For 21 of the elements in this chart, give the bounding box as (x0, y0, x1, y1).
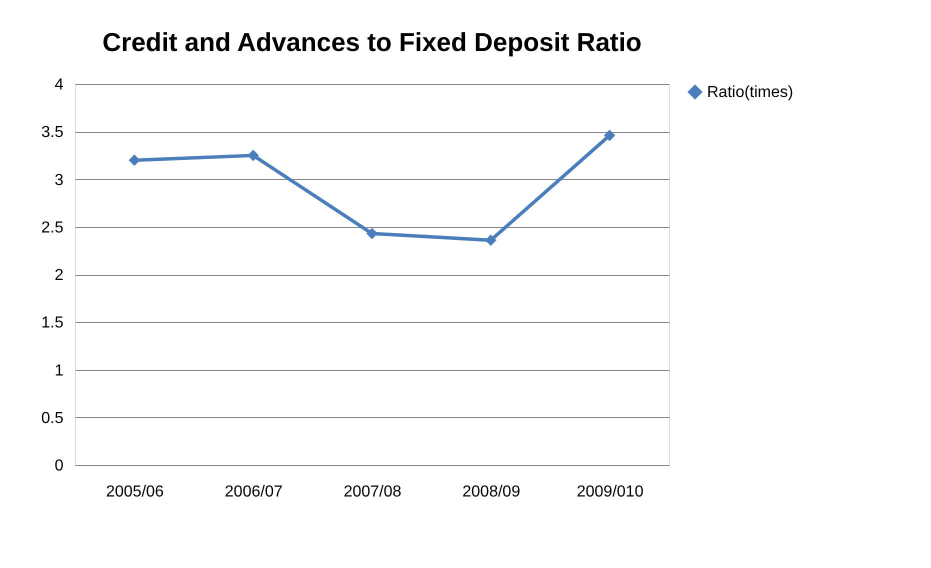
y-tick-label: 4 (54, 76, 64, 94)
x-tick-label: 2005/06 (106, 484, 164, 500)
point (248, 150, 259, 162)
y-tick-label: 2.5 (41, 219, 64, 236)
y-tick-label: 3 (54, 172, 64, 189)
point (128, 154, 140, 166)
y-tick-label: 1.5 (41, 314, 64, 332)
point (604, 130, 616, 142)
x-tick-label: 2009/010 (576, 484, 644, 500)
y-tick-label: 1 (54, 362, 64, 380)
y-tick-label: 0 (54, 458, 64, 474)
y-tick-label: 2 (54, 267, 64, 284)
y-tick-label: 3.5 (41, 124, 64, 142)
point (366, 228, 378, 240)
point (485, 234, 496, 246)
chart-title: Credit and Advances to Fixed Deposit Ratio (102, 27, 642, 57)
x-tick-label: 2006/07 (224, 484, 283, 500)
y-tick-label: 0.5 (41, 410, 64, 427)
legend-label: Ratio(times) (707, 84, 794, 101)
x-tick-label: 2007/08 (344, 484, 402, 500)
x-tick-label: 2008/09 (462, 484, 520, 500)
